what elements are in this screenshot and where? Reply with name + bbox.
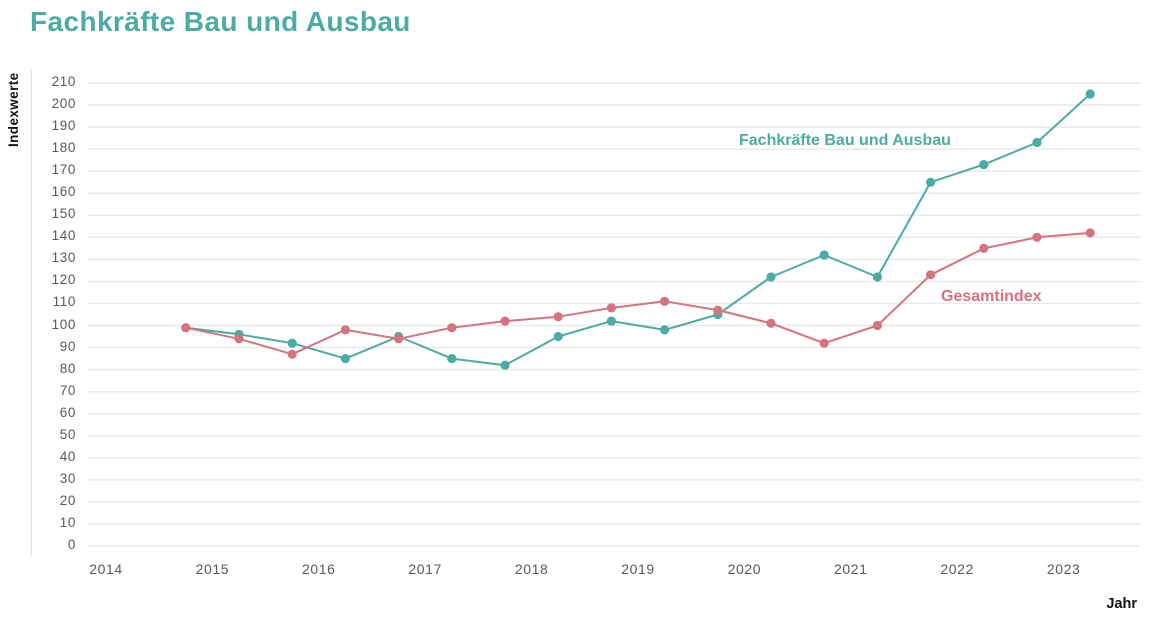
series-label-gesamtindex: Gesamtindex <box>941 288 1042 305</box>
data-point-fachkraefte <box>819 250 829 260</box>
data-point-fachkraefte <box>447 354 457 364</box>
x-tick-label: 2017 <box>408 561 442 577</box>
y-tick-label: 90 <box>59 338 76 354</box>
x-tick-label: 2021 <box>834 561 868 577</box>
y-tick-label: 40 <box>59 448 76 464</box>
data-point-fachkraefte <box>660 325 670 335</box>
y-tick-label: 160 <box>51 184 76 200</box>
page-title: Fachkräfte Bau und Ausbau <box>30 6 411 37</box>
y-tick-label: 110 <box>52 294 76 310</box>
y-tick-label: 70 <box>59 382 76 398</box>
y-tick-label: 150 <box>51 206 76 222</box>
y-tick-label: 100 <box>51 316 76 332</box>
y-tick-label: 130 <box>51 250 76 266</box>
data-point-fachkraefte <box>979 160 989 170</box>
data-point-gesamtindex <box>287 349 297 359</box>
data-point-fachkraefte <box>1032 137 1042 148</box>
data-point-fachkraefte <box>287 338 297 348</box>
y-tick-label: 30 <box>59 470 76 486</box>
data-point-gesamtindex <box>660 296 670 306</box>
y-tick-label: 80 <box>59 360 76 376</box>
y-tick-label: 210 <box>51 74 76 89</box>
data-point-fachkraefte <box>340 354 350 364</box>
data-point-gesamtindex <box>819 338 829 348</box>
data-point-gesamtindex <box>234 334 244 344</box>
data-point-gesamtindex <box>553 312 563 322</box>
data-point-gesamtindex <box>766 318 776 328</box>
y-tick-label: 20 <box>59 492 76 508</box>
data-point-gesamtindex <box>500 316 510 326</box>
data-point-gesamtindex <box>394 334 404 344</box>
x-axis-title: Jahr <box>1106 596 1137 612</box>
data-point-gesamtindex <box>713 305 723 315</box>
x-tick-label: 2018 <box>514 561 549 577</box>
data-point-fachkraefte <box>500 360 510 370</box>
x-tick-label: 2019 <box>621 561 655 577</box>
data-point-fachkraefte <box>872 272 883 282</box>
data-point-gesamtindex <box>926 270 936 280</box>
y-tick-label: 190 <box>51 118 76 134</box>
y-tick-label: 0 <box>67 537 76 552</box>
data-point-fachkraefte <box>606 316 617 326</box>
y-tick-label: 10 <box>59 514 76 530</box>
x-tick-label: 2022 <box>940 561 974 577</box>
data-point-gesamtindex <box>606 303 617 313</box>
y-tick-label: 60 <box>59 404 76 420</box>
x-tick-label: 2016 <box>302 561 336 577</box>
x-tick-label: 2020 <box>727 561 762 577</box>
data-point-gesamtindex <box>872 320 883 331</box>
data-point-gesamtindex <box>1032 232 1042 242</box>
line-fachkraefte <box>185 93 1091 367</box>
data-point-gesamtindex <box>340 325 350 335</box>
data-point-fachkraefte <box>1085 89 1095 99</box>
data-point-gesamtindex <box>447 323 457 333</box>
data-point-gesamtindex <box>1085 228 1095 238</box>
data-point-gesamtindex <box>181 323 191 333</box>
data-point-gesamtindex <box>979 243 989 253</box>
x-tick-label: 2014 <box>89 561 123 577</box>
data-point-fachkraefte <box>553 331 563 342</box>
y-tick-label: 200 <box>51 96 76 112</box>
series-label-fachkraefte: Fachkräfte Bau und Ausbau <box>739 132 951 149</box>
data-point-fachkraefte <box>766 272 776 282</box>
y-tick-label: 120 <box>51 272 76 288</box>
x-tick-label: 2023 <box>1046 561 1081 577</box>
line-gesamtindex <box>185 231 1091 356</box>
x-tick-label: 2015 <box>195 561 230 577</box>
data-point-fachkraefte <box>926 177 936 187</box>
y-tick-label: 50 <box>59 426 76 442</box>
y-tick-label: 170 <box>51 162 76 178</box>
y-tick-label: 180 <box>51 140 76 156</box>
y-tick-label: 140 <box>51 228 76 244</box>
